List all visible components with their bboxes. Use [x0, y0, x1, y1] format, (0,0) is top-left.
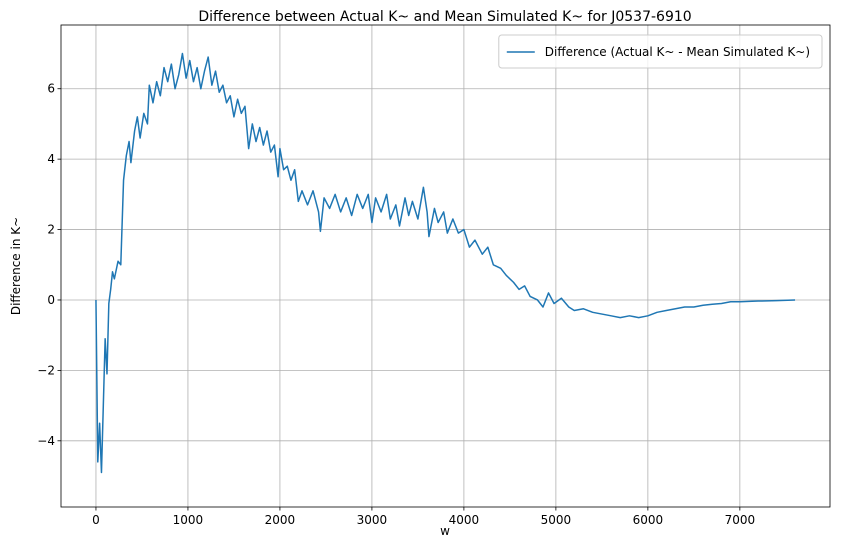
y-axis-label: Difference in K~ — [9, 217, 23, 315]
x-tick-label: 5000 — [541, 513, 572, 527]
legend: Difference (Actual K~ - Mean Simulated K… — [498, 34, 823, 69]
y-tick-label: −4 — [37, 434, 55, 448]
y-tick-label: 4 — [47, 152, 55, 166]
x-tick-label: 2000 — [265, 513, 296, 527]
x-axis-label: w — [440, 524, 450, 538]
x-tick-label: 7000 — [725, 513, 756, 527]
plot-frame — [60, 24, 831, 508]
y-tick-label: −2 — [37, 363, 55, 377]
legend-label: Difference (Actual K~ - Mean Simulated K… — [545, 45, 810, 59]
legend-box — [498, 34, 823, 69]
x-tick-label: 4000 — [449, 513, 480, 527]
x-tick-label: 0 — [92, 513, 100, 527]
y-tick-label: 0 — [47, 293, 55, 307]
x-tick-label: 6000 — [633, 513, 664, 527]
y-tick-label: 2 — [47, 223, 55, 237]
y-tick-label: 6 — [47, 82, 55, 96]
x-tick-label: 1000 — [173, 513, 204, 527]
chart-title: Difference between Actual K~ and Mean Si… — [198, 9, 691, 25]
x-tick-label: 3000 — [357, 513, 388, 527]
data-line — [95, 52, 796, 474]
